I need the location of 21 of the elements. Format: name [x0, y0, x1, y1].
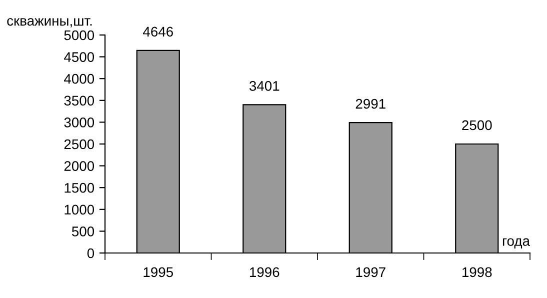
y-axis-title: скважины,шт.	[7, 18, 92, 28]
data-label: 2500	[462, 120, 492, 130]
y-tick-label: 2500	[64, 139, 94, 150]
x-tick-label: 1997	[356, 267, 386, 278]
x-tick-label: 1995	[144, 267, 173, 278]
x-tick-label: 1996	[250, 267, 280, 278]
y-tick-label: 4500	[64, 52, 94, 62]
x-tick-label: 1998	[462, 267, 492, 278]
x-axis-title: года	[502, 238, 530, 249]
y-tick-label: 4000	[64, 74, 94, 84]
y-tick-label: 3500	[64, 96, 94, 106]
data-label: 2991	[356, 98, 386, 109]
y-tick-label: 5000	[64, 30, 94, 40]
data-label: 4646	[142, 26, 173, 37]
y-tick-label: 0	[87, 248, 94, 258]
y-tick-label: 500	[72, 226, 94, 236]
y-tick-label: 1500	[64, 182, 94, 193]
y-tick-label: 1000	[64, 204, 94, 215]
y-tick-label: 3000	[64, 118, 94, 128]
y-tick-label: 2000	[64, 161, 94, 171]
data-label: 3401	[249, 81, 280, 91]
